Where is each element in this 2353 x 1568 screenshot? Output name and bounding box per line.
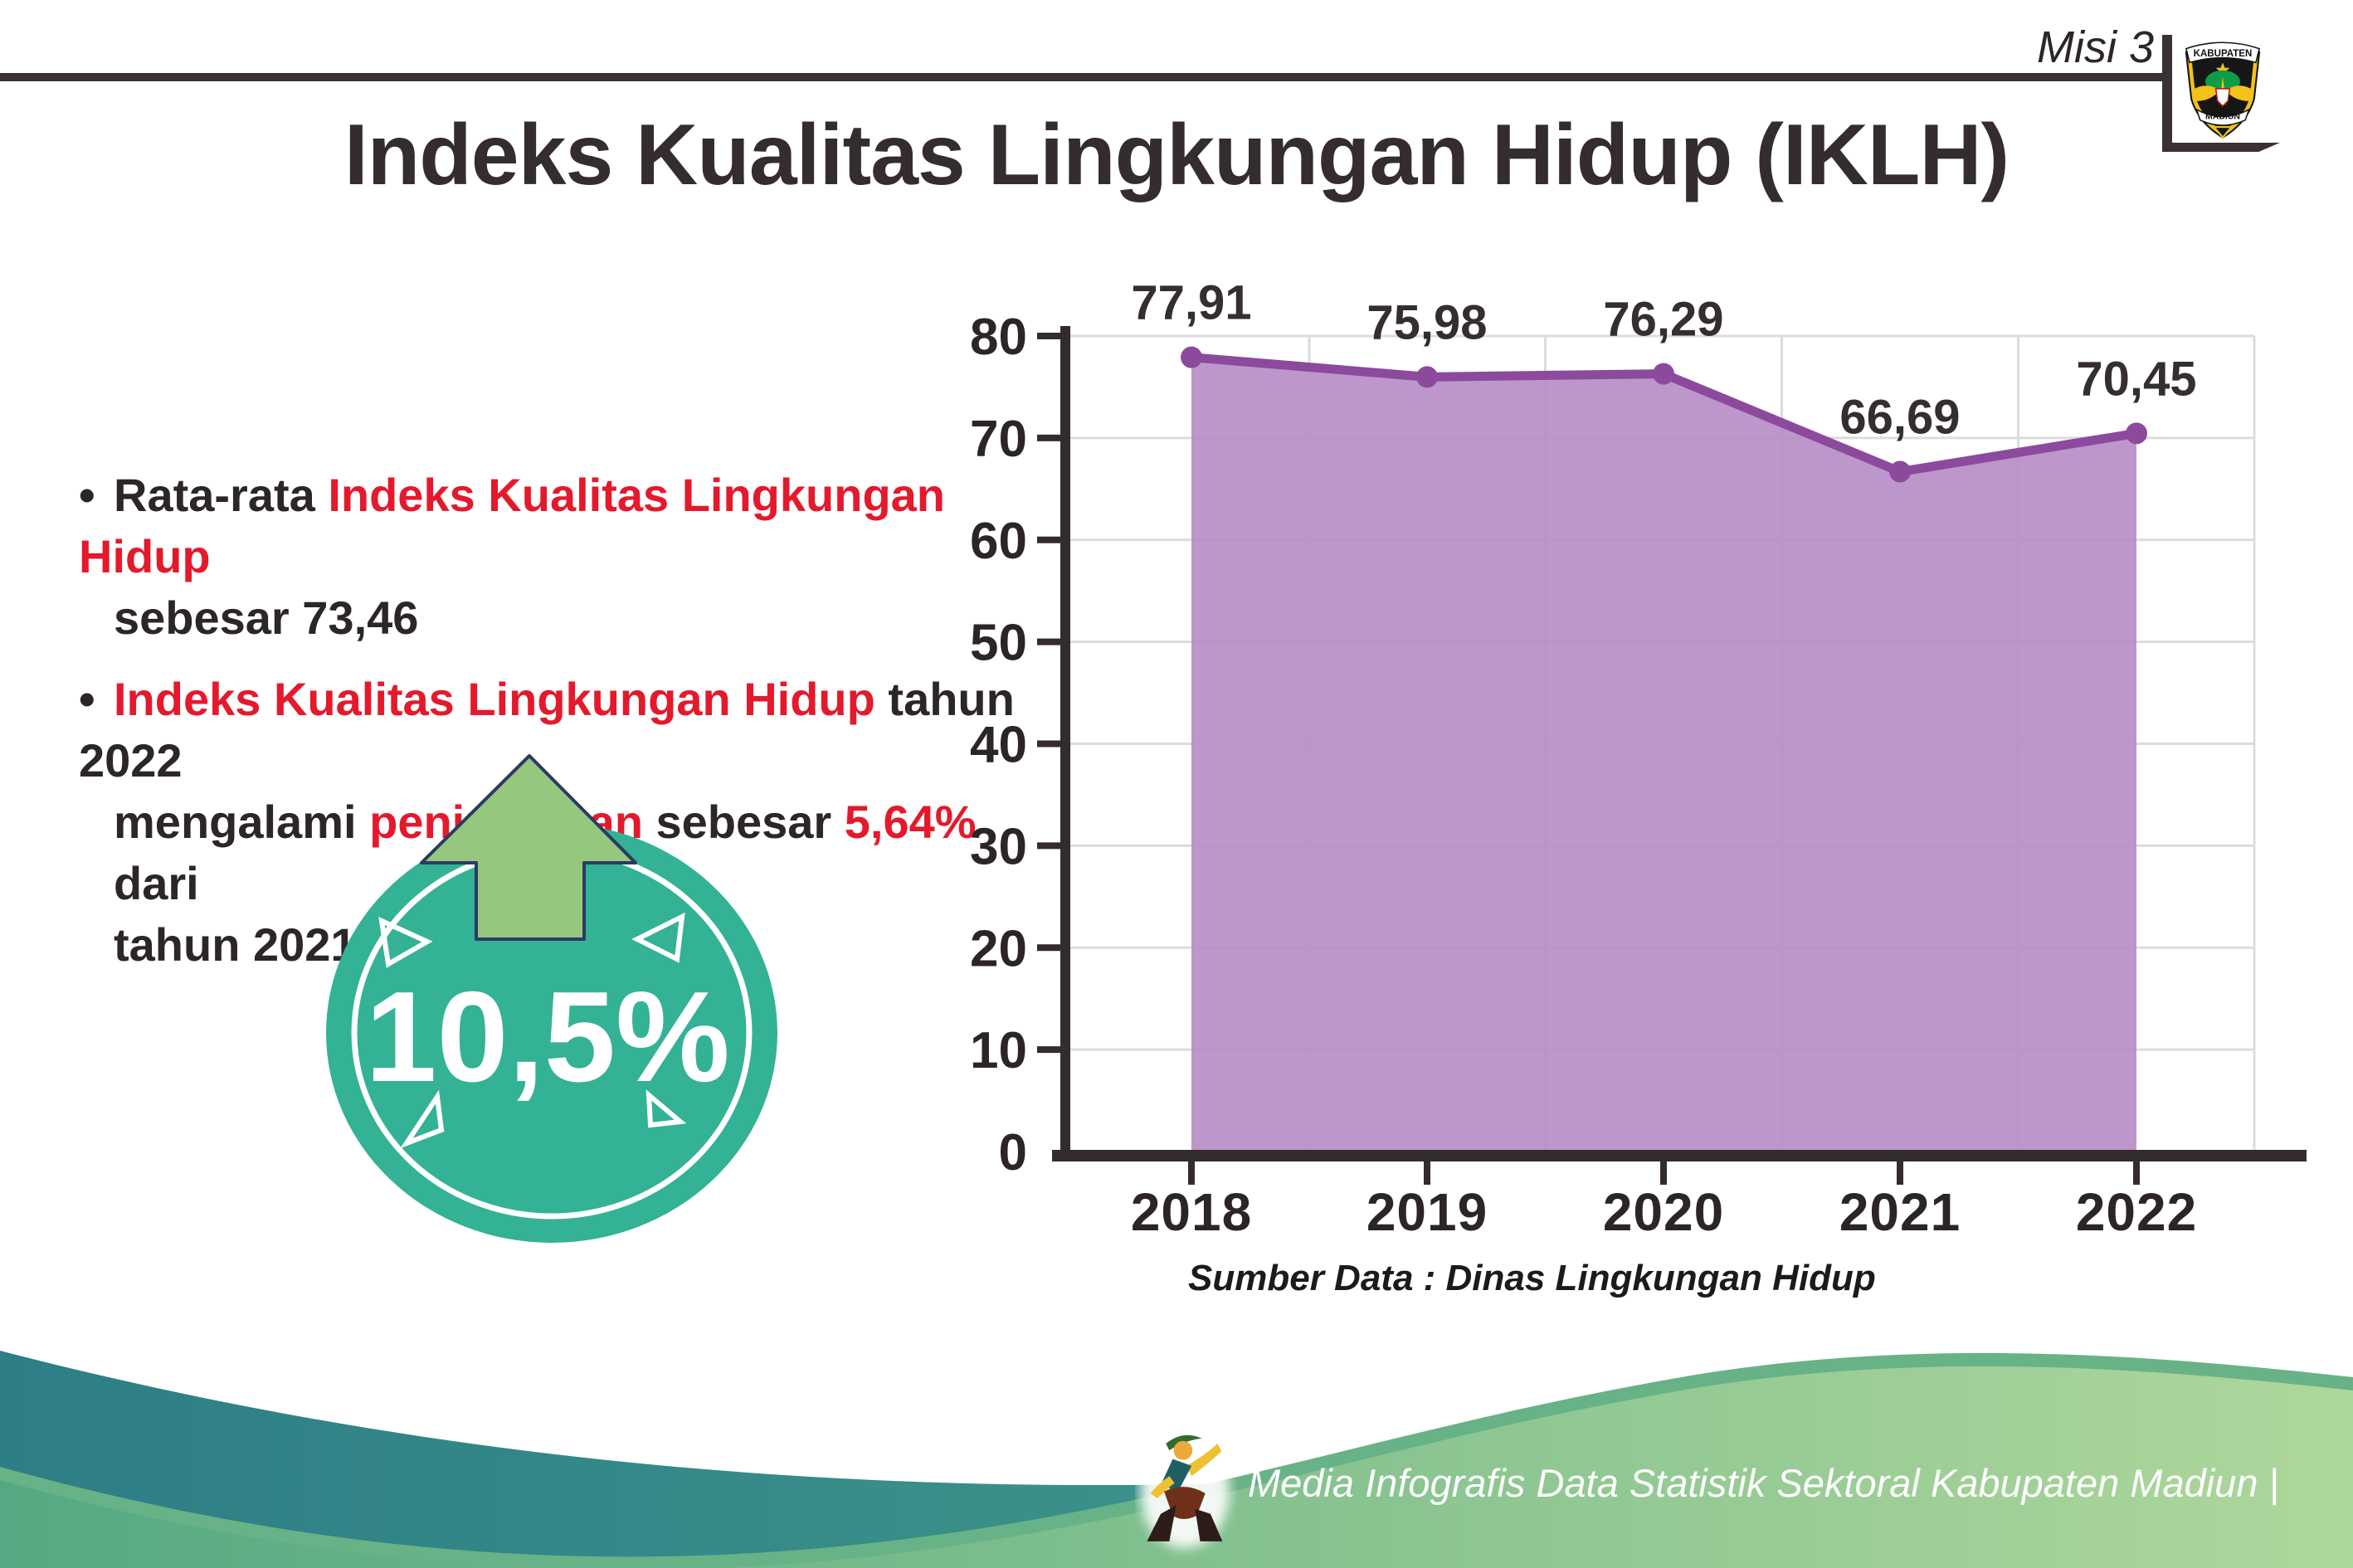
- y-tick: [1037, 1046, 1060, 1054]
- source-note: Sumber Data : Dinas Lingkungan Hidup: [1188, 1258, 1876, 1298]
- mascot-arm-raised: [1186, 1444, 1222, 1477]
- logo-bottom-banner: [2195, 108, 2250, 126]
- y-tick-label: 60: [970, 513, 1027, 570]
- dancer-mascot-icon: [1140, 1434, 1230, 1549]
- value-label: 75,98: [1366, 295, 1487, 349]
- text-segment: sebesar: [642, 795, 845, 848]
- y-tick-label: 0: [999, 1124, 1027, 1181]
- data-point: [1653, 363, 1674, 385]
- chart-labels: 10 20 30 40 50 60 70 80 0 2018 77,91 2019 75,98 2020 7…: [970, 276, 2197, 1242]
- x-tick-label: 2018: [1131, 1182, 1252, 1242]
- growth-badge: 10,5%: [326, 754, 777, 1243]
- badge-triangle-sw: [400, 1089, 445, 1149]
- text-segment: sebesar 73,46: [114, 591, 419, 644]
- y-tick: [1037, 434, 1060, 441]
- logo-top-banner: [2185, 41, 2261, 64]
- kabupaten-madiun-logo: KABUPATEN MADIUN: [2185, 41, 2261, 139]
- badge-value: 10,5%: [365, 965, 730, 1108]
- x-tick: [1660, 1160, 1667, 1185]
- bullet-line: sebesar 73,46: [79, 587, 1041, 649]
- y-tick-label: 10: [970, 1022, 1027, 1079]
- bullet-dot: •: [79, 469, 95, 521]
- x-tick: [2133, 1160, 2140, 1185]
- badge-triangle-se: [645, 1089, 687, 1128]
- chart-area-series: [1181, 346, 2147, 1152]
- mascot-leg-left: [1147, 1505, 1176, 1541]
- x-tick: [1424, 1160, 1430, 1185]
- y-tick: [1037, 842, 1060, 850]
- value-label: 70,45: [2076, 352, 2196, 406]
- text-segment: dari: [114, 856, 199, 909]
- value-label: 77,91: [1131, 276, 1251, 330]
- bullet-line: • Rata-rata Indeks Kualitas Lingkungan Hi…: [79, 465, 1041, 587]
- y-axis: [1060, 326, 1070, 1161]
- bullet-item: • Indeks Kualitas Lingkungan Hidup tahun …: [79, 669, 1041, 976]
- text-segment: 5,64%: [844, 795, 977, 848]
- x-tick-label: 2020: [1603, 1182, 1724, 1242]
- y-tick-label: 40: [970, 717, 1027, 774]
- x-tick: [1897, 1160, 1903, 1185]
- bullet-dot: •: [79, 673, 95, 725]
- y-tick: [1037, 638, 1060, 645]
- data-point: [1416, 366, 1438, 388]
- page-title: Indeks Kualitas Lingkungan Hidup (IKLH): [343, 107, 2010, 203]
- mascot-head: [1173, 1440, 1193, 1460]
- header-rule: [0, 73, 2162, 81]
- logo-left-wing: [2191, 85, 2220, 101]
- logo-bottom-tip: [2212, 126, 2234, 139]
- logo-bottom-text: MADIUN: [2205, 112, 2240, 122]
- x-axis: [1052, 1150, 2307, 1161]
- x-tick: [1188, 1160, 1195, 1185]
- logo-top-text: KABUPATEN: [2194, 49, 2253, 59]
- text-segment: Indeks Kualitas Lingkungan Hidup: [114, 673, 875, 725]
- y-tick-label: 30: [970, 818, 1027, 875]
- y-tick-label: 20: [970, 920, 1027, 977]
- area-fill: [1191, 357, 2136, 1152]
- text-segment: Indeks Kualitas Lingkungan Hidup: [79, 469, 945, 582]
- text-segment: mengalami: [114, 795, 370, 848]
- x-tick-label: 2022: [2076, 1182, 2197, 1242]
- bullet-line: tahun 2021: [79, 914, 1041, 976]
- bullet-line: • Indeks Kualitas Lingkungan Hidup tahun …: [79, 669, 1041, 791]
- iklh-area-chart: 10 20 30 40 50 60 70 80 0 2018 77,91 2019 75,98 2020 7…: [970, 276, 2307, 1242]
- y-tick: [1037, 333, 1060, 339]
- footer-waves: [0, 1351, 2353, 1568]
- wave-green: [0, 1366, 2353, 1568]
- y-tick-label: 70: [970, 411, 1027, 468]
- logo-right-wing: [2225, 85, 2254, 101]
- bullet-item: • Rata-rata Indeks Kualitas Lingkungan Hi…: [79, 465, 1041, 649]
- data-point: [1889, 460, 1911, 483]
- x-tick-label: 2019: [1366, 1182, 1488, 1242]
- corner-bracket-horizontal: [2162, 143, 2280, 152]
- value-label: 66,69: [1839, 391, 1960, 445]
- badge-triangle-nw: [378, 916, 433, 968]
- y-tick-label: 80: [970, 309, 1027, 366]
- corner-bracket-vertical: [2162, 35, 2172, 152]
- mission-label: Misi 3: [2036, 22, 2154, 72]
- mascot-arm-left: [1150, 1476, 1175, 1499]
- up-arrow-icon: [420, 754, 637, 941]
- text-segment: tahun 2022: [79, 673, 1015, 786]
- mascot-leg-right: [1195, 1508, 1223, 1541]
- logo-center-shield: [2214, 88, 2231, 108]
- y-tick-label: 50: [970, 615, 1027, 672]
- data-point: [1181, 346, 1202, 368]
- badge-triangle-ne: [631, 912, 685, 963]
- y-tick: [1037, 536, 1060, 543]
- chart-axes: [1037, 326, 2307, 1185]
- text-segment: tahun 2021: [114, 918, 357, 971]
- value-label: 76,29: [1603, 293, 1723, 347]
- data-point: [2126, 422, 2147, 445]
- footer-caption: Media Infografis Data Statistik Sektoral…: [1248, 1461, 2279, 1505]
- y-tick: [1037, 740, 1060, 747]
- x-tick-label: 2021: [1839, 1182, 1961, 1242]
- text-segment: Rata-rata: [114, 469, 329, 521]
- y-tick: [1037, 944, 1060, 952]
